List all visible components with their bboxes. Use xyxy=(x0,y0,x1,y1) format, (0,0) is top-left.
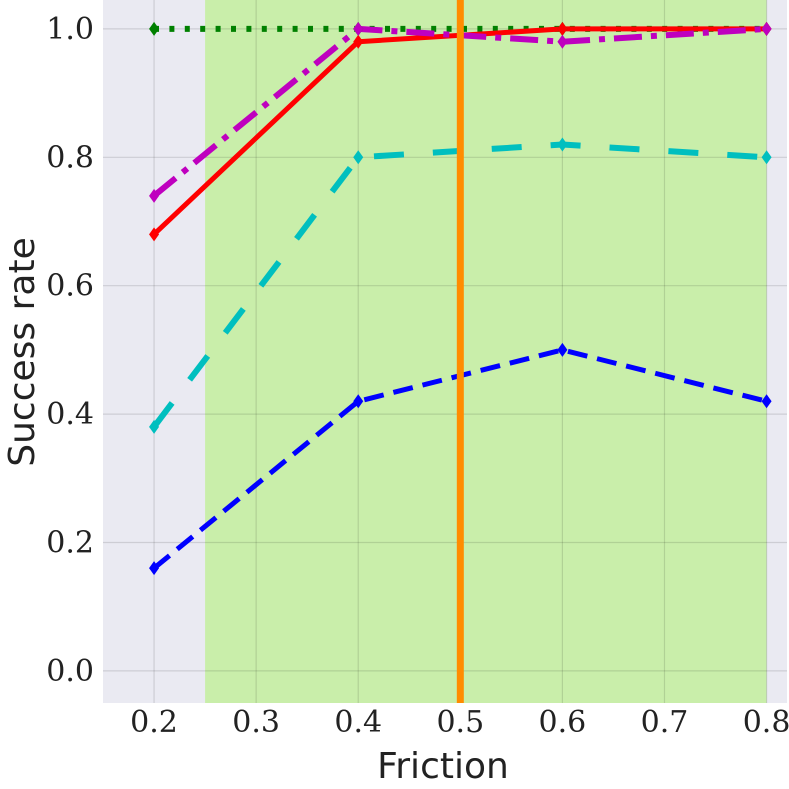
x-tick-label: 0.3 xyxy=(232,705,280,740)
y-axis-label: Success rate xyxy=(2,237,43,466)
x-tick-label: 0.6 xyxy=(539,705,587,740)
data-point-marker xyxy=(557,34,568,49)
data-point-marker xyxy=(149,21,160,36)
data-point-marker xyxy=(557,21,568,36)
x-tick-label: 0.8 xyxy=(743,705,789,740)
data-point-marker xyxy=(761,21,772,36)
y-tick-labels: 0.0 0.2 0.4 0.6 0.8 1.0 xyxy=(46,12,94,689)
data-point-marker xyxy=(353,394,364,409)
data-point-marker xyxy=(761,394,772,409)
y-tick-label: 0.2 xyxy=(46,525,94,560)
data-point-marker xyxy=(149,227,160,242)
x-tick-label: 0.7 xyxy=(641,705,689,740)
data-point-marker xyxy=(557,342,568,357)
x-axis-label: Friction xyxy=(377,746,509,787)
data-point-marker xyxy=(353,150,364,165)
x-tick-label: 0.2 xyxy=(130,705,178,740)
y-tick-label: 0.8 xyxy=(46,140,94,175)
y-tick-label: 0.0 xyxy=(46,654,94,689)
y-tick-label: 0.4 xyxy=(46,397,94,432)
x-tick-label: 0.5 xyxy=(436,705,484,740)
data-point-marker xyxy=(353,34,364,49)
y-tick-label: 1.0 xyxy=(46,12,94,47)
data-point-marker xyxy=(353,21,364,36)
data-point-marker xyxy=(149,419,160,434)
data-point-marker xyxy=(149,561,160,576)
x-tick-labels: 0.2 0.3 0.4 0.5 0.6 0.7 0.8 xyxy=(130,705,789,740)
markers xyxy=(149,21,772,576)
shaded-region xyxy=(205,0,767,703)
x-tick-label: 0.4 xyxy=(334,705,382,740)
data-point-marker xyxy=(149,188,160,203)
y-tick-label: 0.6 xyxy=(46,269,94,304)
data-point-marker xyxy=(557,137,568,152)
data-point-marker xyxy=(761,150,772,165)
